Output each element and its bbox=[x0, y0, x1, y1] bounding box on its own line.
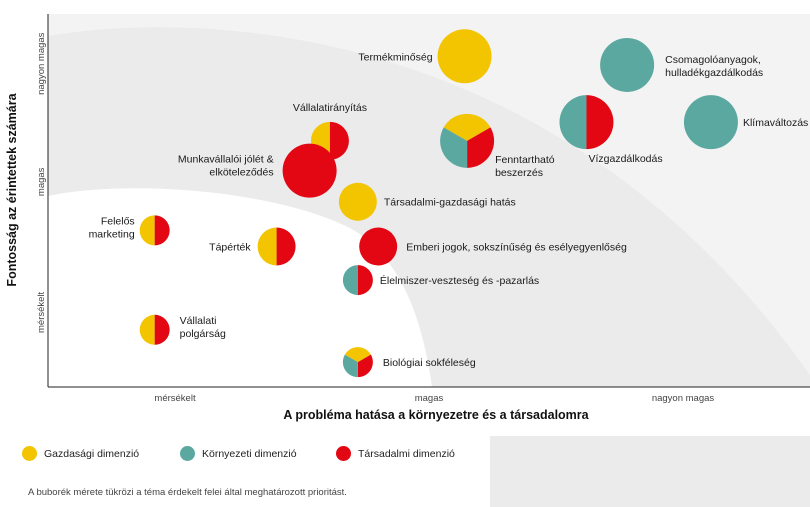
bubble-munkavallaloi-jolet-elkotelezodes bbox=[282, 143, 337, 198]
bubble-label-vallalatiranyitas: Vállalatirányítás bbox=[293, 102, 367, 114]
bubble-half-right bbox=[154, 314, 170, 345]
bubble-half-right bbox=[276, 227, 296, 266]
legend-area: Gazdasági dimenzió Környezeti dimenzió T… bbox=[0, 430, 810, 507]
economic-dot-icon bbox=[22, 446, 37, 461]
bubble-label-felelos-marketing: Felelős marketing bbox=[89, 215, 135, 240]
y-tick-label: mérsékelt bbox=[36, 291, 47, 333]
x-tick-labels: mérsékelt magas nagyon magas bbox=[154, 393, 714, 404]
bubble-label-vizgazdalkodas: Vízgazdálkodás bbox=[588, 153, 662, 165]
bubble-labels: Termékminőség Csomagolóanyagok, hulladékga… bbox=[89, 51, 809, 369]
y-axis-title: Fontosság az érintettek számára bbox=[5, 92, 19, 286]
bubble-label-emberi-jogok-sokszinuseg-es-eselyegyenloseg: Emberi jogok, sokszínűség és esélyegyenl… bbox=[406, 242, 627, 254]
x-axis-title: A probléma hatása a környezetre és a tár… bbox=[283, 408, 589, 422]
bubble-label-munkavallaloi-jolet-elkotelezodes: Munkavállalói jólét & elköteleződés bbox=[178, 154, 274, 179]
bubble-half-left bbox=[559, 95, 587, 150]
bubble-label-tapertek: Tápérték bbox=[209, 242, 251, 254]
bubble-size-note: A buborék mérete tükrözi a téma érdekelt… bbox=[28, 487, 347, 498]
y-tick-label: magas bbox=[36, 167, 47, 196]
legend-item-economic: Gazdasági dimenzió bbox=[22, 446, 139, 461]
x-tick-label: magas bbox=[415, 393, 444, 404]
bubble-sector bbox=[357, 354, 373, 378]
bubble-half-right bbox=[154, 215, 170, 246]
bubble-tapertek bbox=[257, 227, 296, 266]
bubble-vallalati-polgarsag bbox=[139, 314, 170, 345]
y-tick-label: nagyon magas bbox=[36, 32, 47, 95]
social-dot-icon bbox=[336, 446, 351, 461]
bubble-label-elelmiszer-veszteseg-es-pazarlas: Élelmiszer-veszteség és -pazarlás bbox=[380, 274, 539, 287]
bubble-circle bbox=[338, 182, 377, 221]
bubble-half-right bbox=[586, 95, 614, 150]
bubble-label-biologiai-sokfeleseg: Biológiai sokféleség bbox=[383, 357, 476, 369]
bubble-sector bbox=[440, 127, 468, 168]
bubble-half-right bbox=[329, 121, 349, 160]
bubble-circle bbox=[600, 37, 655, 92]
bubble-half-left bbox=[342, 265, 358, 296]
x-tick-label: mérsékelt bbox=[154, 393, 196, 404]
legend-item-environmental: Környezeti dimenzió bbox=[180, 446, 297, 461]
bubble-circle bbox=[282, 143, 337, 198]
bubble-tarsadalmi-gazdasagi-hatas bbox=[338, 182, 377, 221]
bubble-elelmiszer-veszteseg-es-pazarlas bbox=[342, 265, 373, 296]
bubble-felelos-marketing bbox=[139, 215, 170, 246]
bubble-sector bbox=[443, 113, 491, 141]
bubble-circle bbox=[359, 227, 398, 266]
bubble-emberi-jogok-sokszinuseg-es-eselyegyenloseg bbox=[359, 227, 398, 266]
environmental-dot-icon bbox=[180, 446, 195, 461]
bubble-half-left bbox=[139, 314, 155, 345]
bubble-label-tarsadalmi-gazdasagi-hatas: Társadalmi-gazdasági hatás bbox=[384, 197, 516, 209]
bubble-circle bbox=[437, 29, 492, 84]
bubble-layer bbox=[139, 29, 738, 378]
legend-grey-panel bbox=[490, 436, 810, 507]
bubble-circle bbox=[683, 95, 738, 150]
legend-label: Társadalmi dimenzió bbox=[358, 447, 455, 460]
bubble-label-fenntarthato-beszerzes: Fenntartható beszerzés bbox=[495, 154, 555, 179]
y-tick-labels: mérsékelt magas nagyon magas bbox=[36, 32, 47, 333]
bubble-label-termekminoseg: Termékminőség bbox=[358, 51, 432, 63]
bubble-termekminoseg bbox=[437, 29, 492, 84]
bubble-half-left bbox=[139, 215, 155, 246]
bubble-sector bbox=[467, 127, 495, 168]
bubble-klimavaltozas bbox=[683, 95, 738, 150]
chart-canvas: Termékminőség Csomagolóanyagok, hulladékga… bbox=[5, 14, 810, 422]
bubble-biologiai-sokfeleseg bbox=[342, 347, 373, 378]
legend-item-social: Társadalmi dimenzió bbox=[336, 446, 455, 461]
bubble-vizgazdalkodas bbox=[559, 95, 614, 150]
bubble-half-right bbox=[357, 265, 373, 296]
legend-label: Gazdasági dimenzió bbox=[44, 447, 140, 460]
bubble-fenntarthato-beszerzes bbox=[440, 113, 495, 168]
bubble-half-left bbox=[257, 227, 277, 266]
legend-label: Környezeti dimenzió bbox=[202, 447, 297, 460]
bubble-sector bbox=[342, 354, 358, 378]
bubble-label-klimavaltozas: Klímaváltozás bbox=[743, 117, 808, 129]
bubble-sector bbox=[344, 347, 371, 363]
bubble-csomagoloanyagok-hulladekgazdalkodas bbox=[600, 37, 655, 92]
bubble-label-vallalati-polgarsag: Vállalati polgárság bbox=[180, 315, 226, 340]
bubble-label-csomagoloanyagok-hulladekgazdalkodas: Csomagolóanyagok, hulladékgazdálkodás bbox=[665, 54, 763, 79]
x-tick-label: nagyon magas bbox=[652, 393, 715, 404]
